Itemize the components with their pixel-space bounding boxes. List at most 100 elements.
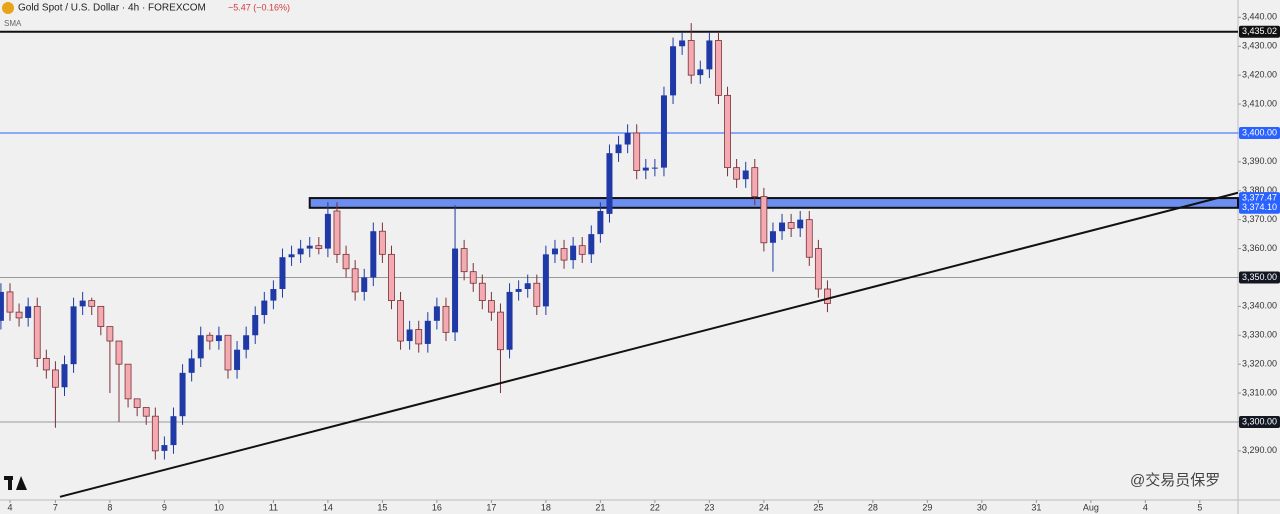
x-tick-label: 7 <box>53 502 58 512</box>
candle-body <box>660 95 667 168</box>
candle-body <box>615 144 622 154</box>
y-tick-label: 3,330.00 <box>1242 330 1277 340</box>
y-tick-label: 3,430.00 <box>1242 41 1277 51</box>
y-tick-label: 3,370.00 <box>1242 214 1277 224</box>
price-change: −5.47 (−0.16%) <box>228 2 290 12</box>
candle-body <box>570 245 577 261</box>
candle-body <box>606 153 613 214</box>
candle-body <box>742 170 749 180</box>
candle-body <box>106 326 114 342</box>
candle-body <box>805 219 813 258</box>
y-tick-label: 3,380.00 <box>1242 185 1277 195</box>
price-tag <box>1239 271 1280 284</box>
price-tag <box>1239 192 1280 205</box>
candle-body <box>179 372 186 417</box>
candle-body <box>115 340 123 365</box>
candle-body <box>624 132 631 145</box>
chart-title: Gold Spot / U.S. Dollar · 4h · FOREXCOM <box>18 3 206 14</box>
price-tag <box>1239 25 1280 38</box>
price-tag <box>1239 415 1280 428</box>
candle-body <box>642 167 649 171</box>
x-tick-label: 16 <box>432 502 442 512</box>
candle-body <box>633 132 641 171</box>
candle-body <box>533 282 541 307</box>
candle-body <box>270 289 277 301</box>
candle-body <box>551 248 558 255</box>
trendline <box>59 191 1239 498</box>
candle-body <box>578 245 586 255</box>
candle-body <box>333 210 341 255</box>
candle-body <box>452 248 459 333</box>
candle-body <box>224 334 232 371</box>
candle-body <box>261 300 268 316</box>
candle-body <box>215 335 222 342</box>
y-tick-label: 3,340.00 <box>1242 301 1277 311</box>
candle-body <box>388 253 395 301</box>
y-tick-label: 3,390.00 <box>1242 156 1277 166</box>
candle-body <box>133 398 141 408</box>
x-tick-label: 17 <box>486 502 496 512</box>
y-tick-label: 3,360.00 <box>1242 243 1277 253</box>
candle-body <box>6 291 14 313</box>
x-tick-label: 28 <box>868 502 878 512</box>
zone <box>308 197 1240 209</box>
candle-body <box>487 300 495 313</box>
candle-body <box>315 245 323 249</box>
candle-body <box>597 210 604 235</box>
y-tick-label: 3,290.00 <box>1242 445 1277 455</box>
candle-body <box>524 283 531 290</box>
x-tick-label: 15 <box>377 502 387 512</box>
price-tag-label: 3,435.02 <box>1242 26 1277 36</box>
candle-body <box>751 167 759 197</box>
price-tag <box>1239 126 1280 139</box>
candle-body <box>70 306 77 365</box>
candle-body <box>79 300 86 307</box>
candle-body <box>679 40 686 47</box>
x-tick-label: Aug <box>1083 502 1099 512</box>
x-tick-label: 23 <box>704 502 714 512</box>
candle-body <box>733 167 741 180</box>
candle-body <box>306 245 313 249</box>
candle-body <box>188 358 195 373</box>
candle-body <box>787 222 795 229</box>
watermark: @交易员保罗 <box>1130 471 1220 489</box>
candle-body <box>206 334 214 342</box>
x-tick-label: 5 <box>1197 502 1202 512</box>
price-tag-label: 3,350.00 <box>1242 272 1277 282</box>
x-tick-label: 25 <box>813 502 823 512</box>
symbol-icon <box>2 2 14 14</box>
candle-body <box>33 305 41 359</box>
candle-body <box>351 268 359 293</box>
candle-body <box>478 282 486 301</box>
x-tick-label: 10 <box>214 502 224 512</box>
candle-body <box>715 40 722 96</box>
candle-body <box>515 289 522 292</box>
candle-body <box>497 311 504 351</box>
y-tick-label: 3,410.00 <box>1242 98 1277 108</box>
candle-body <box>506 291 513 350</box>
candle-body <box>0 291 4 321</box>
price-tag <box>1239 201 1280 214</box>
x-tick-label: 22 <box>650 502 660 512</box>
candle-body <box>61 364 68 388</box>
candle-body <box>406 329 413 342</box>
candle-body <box>324 213 331 249</box>
x-tick-label: 9 <box>162 502 167 512</box>
candle-body <box>814 248 822 290</box>
candle-body <box>15 311 23 319</box>
price-tag-label: 3,300.00 <box>1242 416 1277 426</box>
candle-body <box>769 231 776 243</box>
candle-body <box>342 253 350 270</box>
candle-body <box>124 363 132 400</box>
x-tick-label: 4 <box>1143 502 1148 512</box>
x-tick-label: 21 <box>595 502 605 512</box>
x-tick-label: 11 <box>269 502 278 512</box>
candle-body <box>170 416 177 446</box>
candle-body <box>88 300 96 307</box>
candle-body <box>234 349 241 370</box>
candle-body <box>288 254 295 258</box>
candle-body <box>687 40 695 76</box>
candle-body <box>460 248 468 273</box>
candle-body <box>151 415 159 452</box>
x-tick-label: 14 <box>323 502 333 512</box>
